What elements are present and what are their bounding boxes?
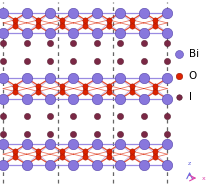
Text: O: O	[189, 71, 197, 81]
Text: z: z	[188, 160, 191, 166]
Text: x: x	[202, 176, 206, 180]
Text: I: I	[189, 92, 191, 102]
Text: Bi: Bi	[189, 49, 199, 59]
